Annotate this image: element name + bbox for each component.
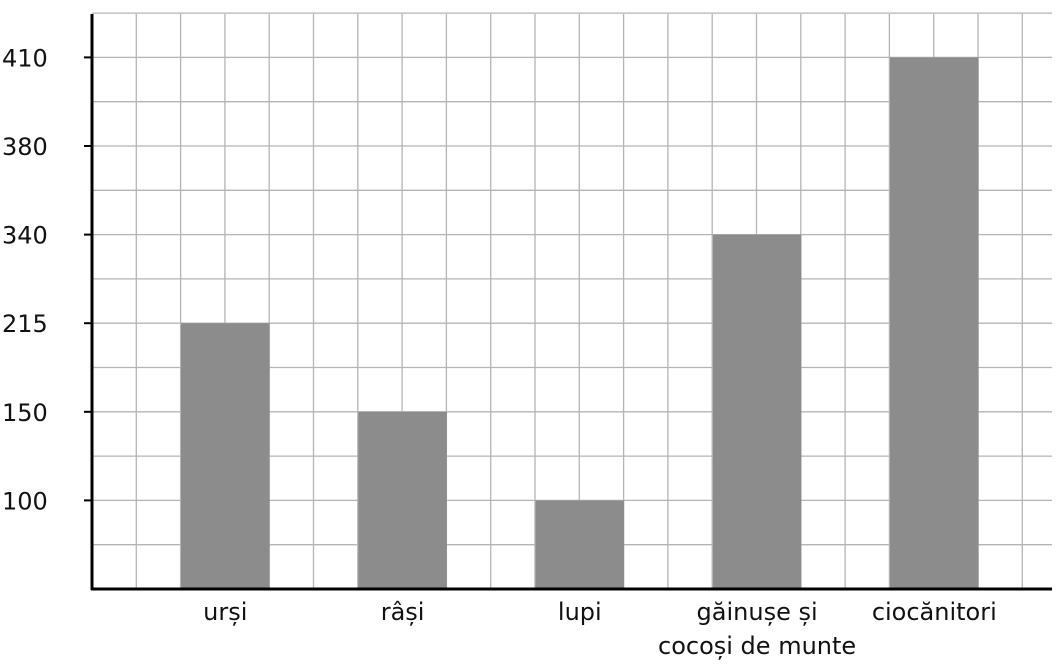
- y-tick-label: 150: [2, 399, 48, 427]
- bar: lupi: 100: [535, 500, 625, 589]
- x-category-label: lupi: [558, 598, 602, 626]
- y-tick-label: 380: [2, 133, 48, 161]
- x-category-label: râși: [381, 598, 425, 626]
- axes: [84, 14, 1052, 591]
- y-tick-labels: 100 150 215 340 380 410: [2, 44, 48, 515]
- y-tick-label: 410: [2, 44, 48, 72]
- y-tick-label: 340: [2, 222, 48, 250]
- bar: ciocănitori: 410: [890, 57, 979, 589]
- x-category-label: cocoși de munte: [658, 632, 856, 660]
- x-category-labels: urși râși lupi găinușe și cocoși de munte cio…: [203, 598, 997, 660]
- bar: râși: 150: [358, 411, 447, 589]
- x-category-label: urși: [203, 598, 247, 626]
- bar: găinușe și cocoși de munte: 340: [712, 234, 802, 589]
- x-category-label: ciocănitori: [872, 598, 997, 626]
- bars: urși: 215 râși: 150 lupi: 100 găinușe și co…: [181, 57, 979, 589]
- x-category-label: găinușe și: [697, 598, 818, 626]
- bar: urși: 215: [181, 323, 270, 589]
- y-tick-label: 100: [2, 487, 48, 515]
- y-tick-label: 215: [2, 310, 48, 338]
